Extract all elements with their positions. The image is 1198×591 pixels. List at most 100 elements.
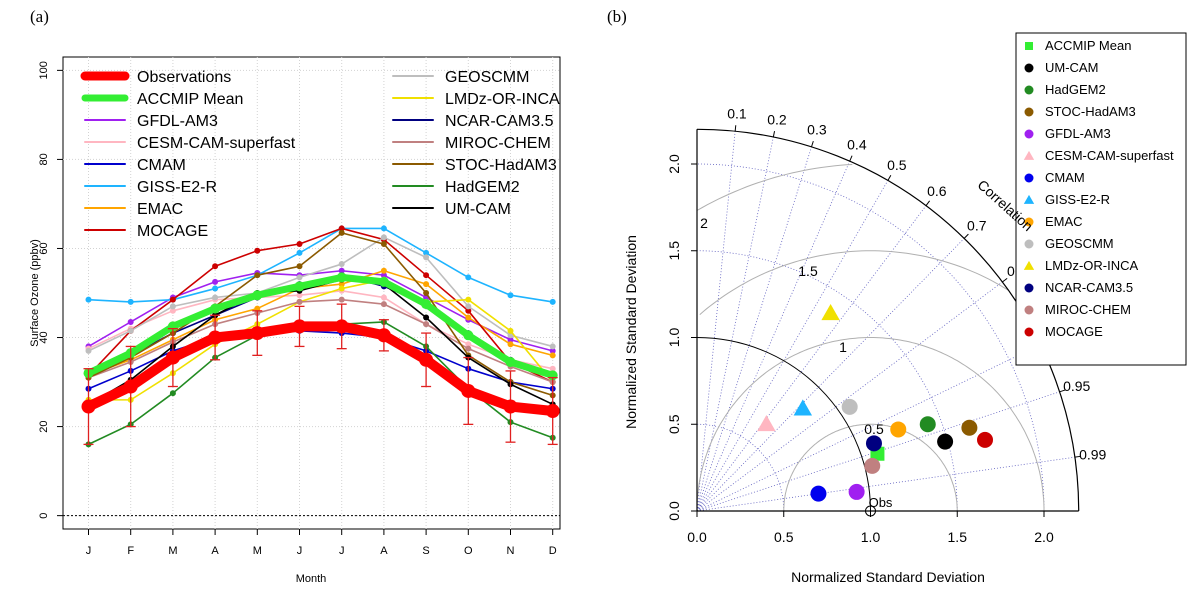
point-cesm-cam-superfast [757,415,776,432]
data-point [212,294,219,301]
y-tick-label: 80 [38,153,50,165]
data-point [169,307,176,314]
data-point [423,314,430,321]
data-point [296,249,303,256]
obs-label: Obs [869,495,893,510]
data-point [423,272,430,279]
point-geoscmm [841,398,858,415]
taylor-points [757,304,994,502]
data-point [507,341,514,348]
y-tick-label: 1.5 [666,241,682,261]
series-line [85,273,557,379]
taylor-x-axis-label: Normalized Standard Deviation [791,569,985,585]
legend-box [1015,32,1187,366]
data-point [250,326,265,341]
series-line [87,227,554,383]
data-point [549,347,556,354]
data-point [296,298,303,305]
data-point [294,281,305,292]
legend-label: CESM-CAM-superfast [1045,148,1174,163]
data-point [338,267,345,274]
data-point [380,301,387,308]
x-tick-label: 0.0 [687,529,707,545]
legend-marker [1024,217,1034,227]
correlation-ray [696,344,1041,512]
series-line [87,298,554,383]
data-point [465,274,472,281]
taylor-axes: 0.10.20.30.40.50.60.70.80.90.950.990.511… [666,105,1107,545]
taylor-y-axis-label: Normalized Standard Deviation [623,235,639,429]
data-point [380,241,387,248]
x-tick-label: M [253,545,262,557]
data-point [423,249,430,256]
data-point [549,343,556,350]
legend-marker [1023,260,1035,270]
data-point [423,321,430,328]
series-giss-e2-r [85,225,556,305]
data-point [380,225,387,232]
data-point [165,350,180,365]
data-point [338,229,345,236]
data-point [336,272,347,283]
correlation-tick-label: 0.2 [767,111,787,127]
data-point [380,294,387,301]
legend-label: HadGEM2 [1045,82,1106,97]
sd-arc [696,250,958,512]
series-observations [81,303,560,446]
x-tick-label: 1.5 [948,529,968,545]
x-tick-label: O [464,545,473,557]
point-cmam [810,485,827,502]
data-point [254,272,261,279]
legend-label: ACCMIP Mean [1045,38,1131,53]
data-point [338,281,345,288]
axes: J F M A M J J A S O N D 0 20 40 60 80 100 [38,61,560,557]
data-point [338,225,345,232]
correlation-ray [696,161,851,512]
panel-label-b: (b) [607,7,627,26]
series-line [87,289,554,370]
centered-rms-arc [696,164,853,211]
data-point [503,399,518,414]
point-gfdl-am3 [848,483,865,500]
data-point [292,319,307,334]
x-tick-label: J [339,545,345,557]
data-point [296,274,303,281]
legend-label: NCAR-CAM3.5 [1045,280,1133,295]
y-tick-label: 40 [38,331,50,343]
data-point [208,330,223,345]
centered-rms-arc [696,337,1045,511]
correlation-ray [696,146,812,512]
legend: Observations ACCMIP Mean GFDL-AM3 CESM-CAM-… [80,69,560,240]
legend-marker [1024,63,1034,73]
x-tick-label: D [549,545,557,557]
correlation-ray [696,456,1075,512]
data-point [127,327,134,334]
x-tick-label: F [127,545,134,557]
series-line [87,330,554,390]
legend-marker [1024,129,1034,139]
y-tick-label: 0.5 [666,414,682,434]
data-point [334,319,349,334]
data-point [423,281,430,288]
correlation-tick-label: 0.95 [1063,378,1090,394]
data-point [545,404,560,418]
legend-label: GEOSCMM [1045,236,1114,251]
point-stoc-hadam3 [961,419,978,436]
correlation-tick [1074,455,1081,458]
y-tick-label: 0 [38,513,50,519]
legend-marker [1023,150,1035,160]
data-point [465,341,472,348]
data-point [81,399,96,414]
panel-label-a: (a) [30,7,49,26]
legend-marker [1024,327,1034,337]
legend-marker [1024,85,1034,95]
taylor-legend: ACCMIP Mean UM-CAM HadGEM2 STOC-HadAM3 GFDL-… [1015,32,1187,366]
data-point [507,327,514,334]
y-tick-label: 100 [38,61,50,79]
data-point [461,383,476,398]
data-point [423,290,430,296]
data-point [169,303,176,310]
data-point [85,347,92,354]
y-tick-label: 1.0 [666,328,682,348]
